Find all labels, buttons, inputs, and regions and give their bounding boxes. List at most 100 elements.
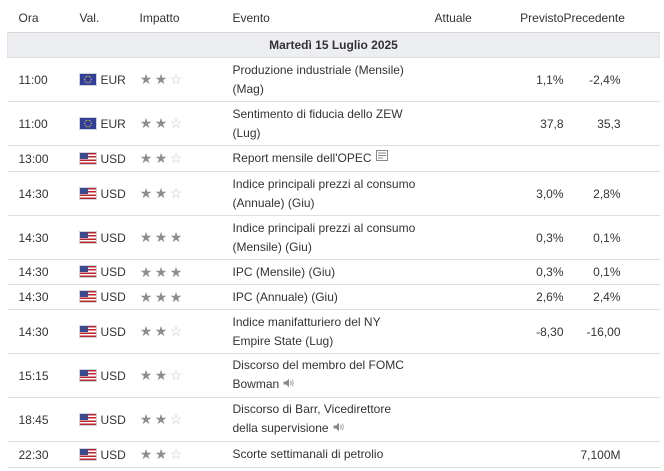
star-filled-icon: ★ [154, 263, 168, 280]
us-flag-icon [79, 152, 96, 164]
speaker-icon[interactable] [333, 419, 345, 438]
event-time: 15:15 [7, 353, 80, 398]
event-forecast [499, 145, 564, 172]
document-icon[interactable] [375, 148, 388, 167]
event-previous: 2,8% [563, 171, 660, 216]
us-flag-icon [79, 448, 96, 460]
date-group-row: Martedì 15 Luglio 2025 [7, 32, 660, 58]
impact-rating: ★ ★ ☆ [139, 145, 233, 172]
event-actual [416, 145, 500, 172]
event-currency-cell: USD [79, 441, 140, 468]
event-cell[interactable]: Indice principali prezzi al consumo (Men… [232, 215, 417, 260]
event-previous: 2,4% [563, 284, 660, 310]
event-cell[interactable]: IPC (Mensile) (Giu) [232, 259, 417, 285]
event-actual [416, 101, 500, 146]
event-forecast [499, 353, 564, 398]
event-cell[interactable]: Indice manifatturiero del NY Empire Stat… [232, 309, 417, 354]
event-actual [416, 57, 500, 102]
column-header-actual[interactable]: Attuale [416, 4, 500, 33]
impact-rating: ★ ★ ☆ [139, 171, 233, 216]
column-header-impact[interactable]: Impatto [139, 4, 233, 33]
event-title-link[interactable]: Produzione industriale (Mensile) (Mag) [232, 62, 404, 96]
event-row[interactable]: 18:45 USD ★ ★ ☆ Discorso di Barr, Vicediretto… [7, 397, 660, 442]
event-cell[interactable]: IPC (Annuale) (Giu) [232, 284, 417, 310]
event-cell[interactable]: Produzione industriale (Mensile) (Mag) [232, 57, 417, 102]
event-row[interactable]: 11:00 EUR ★ ★ ☆ Produzione industriale (Mensi… [7, 57, 660, 102]
economic-calendar-table: Ora Val. Impatto Evento Attuale Previsto… [7, 4, 660, 468]
event-row[interactable]: 14:30 USD ★ ★ ★ IPC (Annuale) (Giu) 2,6% 2,4% [7, 284, 660, 310]
impact-rating: ★ ★ ☆ [139, 101, 233, 146]
us-flag-icon [79, 413, 96, 425]
event-row[interactable]: 15:15 USD ★ ★ ☆ Discorso del membro del FOMC … [7, 353, 660, 398]
event-row[interactable]: 22:30 USD ★ ★ ☆ Scorte settimanali di petroli… [7, 441, 660, 468]
event-row[interactable]: 14:30 USD ★ ★ ★ IPC (Mensile) (Giu) 0,3% 0,1% [7, 259, 660, 285]
event-title-link[interactable]: Indice principali prezzi al consumo (Ann… [232, 176, 416, 210]
event-previous [563, 397, 660, 442]
event-previous: -2,4% [563, 57, 660, 102]
event-previous: -16,00 [563, 309, 660, 354]
event-cell[interactable]: Indice principali prezzi al consumo (Ann… [232, 171, 417, 216]
event-time: 14:30 [7, 284, 80, 310]
column-header-currency[interactable]: Val. [79, 4, 140, 33]
currency-code: USD [100, 447, 126, 462]
impact-rating: ★ ★ ☆ [139, 441, 233, 468]
star-filled-icon: ★ [154, 115, 168, 131]
column-header-event[interactable]: Evento [232, 4, 417, 33]
event-title-link[interactable]: Scorte settimanali di petrolio [232, 447, 384, 461]
event-row[interactable]: 13:00 USD ★ ★ ☆ Report mensile dell'OPEC [7, 145, 660, 172]
impact-rating: ★ ★ ★ [139, 215, 233, 260]
event-currency-cell: USD [79, 145, 140, 172]
event-forecast [499, 441, 564, 468]
event-row[interactable]: 14:30 USD ★ ★ ★ Indice principali prezzi al c… [7, 215, 660, 260]
event-cell[interactable]: Scorte settimanali di petrolio [232, 441, 417, 468]
column-header-previous[interactable]: Precedente [563, 4, 660, 33]
star-filled-icon: ★ [154, 71, 168, 87]
star-empty-icon: ☆ [169, 446, 183, 462]
event-cell[interactable]: Report mensile dell'OPEC [232, 145, 417, 172]
event-cell[interactable]: Sentimento di fiducia dello ZEW (Lug) [232, 101, 417, 146]
star-empty-icon: ☆ [169, 71, 183, 87]
event-actual [416, 441, 500, 468]
event-forecast: 0,3% [499, 215, 564, 260]
event-title-link[interactable]: Indice principali prezzi al consumo (Men… [232, 220, 416, 254]
event-row[interactable]: 14:30 USD ★ ★ ☆ Indice principali prezzi al c… [7, 171, 660, 216]
event-title-link[interactable]: Sentimento di fiducia dello ZEW (Lug) [232, 106, 403, 140]
event-row[interactable]: 14:30 USD ★ ★ ☆ Indice manifatturiero del NY … [7, 309, 660, 354]
event-title-link[interactable]: Discorso di Barr, Vicedirettore della su… [232, 402, 392, 436]
event-time: 14:30 [7, 259, 80, 285]
event-previous: 7,100M [563, 441, 660, 468]
star-empty-icon: ☆ [169, 411, 183, 427]
event-title-link[interactable]: IPC (Mensile) (Giu) [232, 264, 336, 279]
currency-code: USD [100, 324, 126, 339]
speaker-icon[interactable] [283, 375, 295, 394]
column-header-forecast[interactable]: Previsto [499, 4, 564, 33]
star-filled-icon: ★ [154, 229, 168, 245]
event-cell[interactable]: Discorso di Barr, Vicedirettore della su… [232, 397, 417, 442]
impact-rating: ★ ★ ★ [139, 284, 233, 310]
event-title-link[interactable]: Report mensile dell'OPEC [232, 150, 372, 165]
event-currency-cell: USD [79, 215, 140, 260]
impact-rating: ★ ★ ☆ [139, 353, 233, 398]
event-actual [416, 284, 500, 310]
star-filled-icon: ★ [154, 288, 168, 305]
event-title-link[interactable]: IPC (Annuale) (Giu) [232, 289, 338, 304]
event-cell[interactable]: Discorso del membro del FOMC Bowman [232, 353, 417, 398]
star-empty-icon: ☆ [169, 323, 183, 339]
currency-code: USD [100, 151, 126, 166]
event-title-link[interactable]: Discorso del membro del FOMC Bowman [232, 358, 404, 392]
event-previous [563, 353, 660, 398]
star-filled-icon: ★ [139, 71, 153, 87]
star-filled-icon: ★ [154, 367, 168, 383]
us-flag-icon [79, 266, 96, 278]
currency-code: USD [100, 290, 126, 304]
event-title-link[interactable]: Indice manifatturiero del NY Empire Stat… [232, 314, 381, 348]
star-filled-icon: ★ [169, 288, 183, 305]
star-filled-icon: ★ [139, 323, 153, 339]
star-filled-icon: ★ [169, 229, 183, 245]
event-previous: 35,3 [563, 101, 660, 146]
impact-rating: ★ ★ ★ [139, 259, 233, 285]
star-filled-icon: ★ [169, 263, 183, 280]
event-row[interactable]: 11:00 EUR ★ ★ ☆ Sentimento di fiducia dello Z… [7, 101, 660, 146]
event-currency-cell: USD [79, 171, 140, 216]
column-header-time[interactable]: Ora [7, 4, 80, 33]
